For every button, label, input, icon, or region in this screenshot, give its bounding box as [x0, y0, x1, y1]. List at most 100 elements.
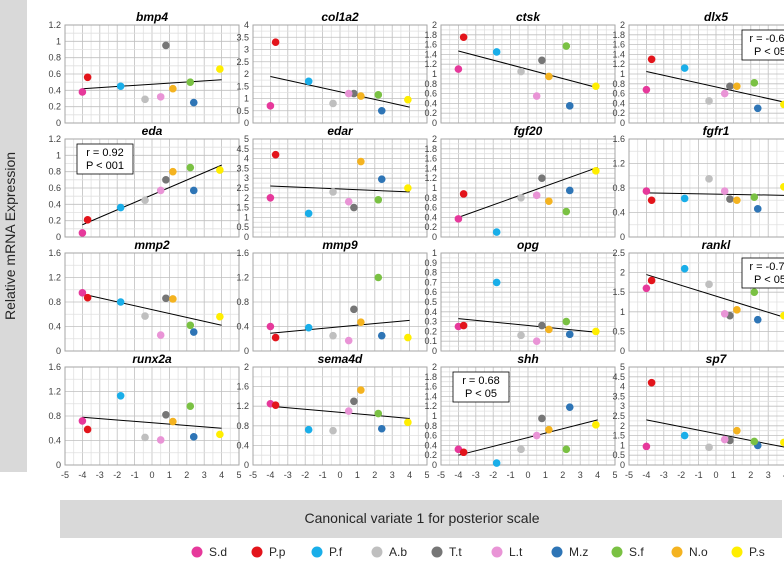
- point-P.f: [304, 323, 313, 332]
- y-tick-label: 3.5: [612, 391, 625, 401]
- point-N.o: [545, 325, 553, 334]
- y-tick-label: 0.4: [48, 322, 61, 332]
- x-tick-label: 3: [202, 470, 207, 480]
- point-S.f: [186, 78, 195, 86]
- point-S.f: [186, 321, 195, 330]
- point-T.t: [162, 410, 170, 419]
- x-tick-label: -5: [249, 470, 257, 480]
- point-S.d: [642, 85, 651, 94]
- legend-marker: [611, 546, 623, 558]
- point-P.p: [647, 55, 656, 64]
- y-tick-label: 0.2: [424, 222, 437, 232]
- x-axis-title: Canonical variate 1 for posterior scale: [304, 510, 539, 526]
- y-tick-label: 2: [432, 20, 437, 30]
- point-S.f: [562, 207, 571, 216]
- point-P.s: [216, 312, 224, 321]
- y-tick-label: 2: [620, 20, 625, 30]
- y-tick-label: 0: [432, 346, 437, 356]
- x-tick-label: -1: [695, 470, 703, 480]
- panel-mmp9: mmp9 0 0.4 0.8 1.2 1.6: [236, 238, 428, 356]
- x-tick-label: -1: [507, 470, 515, 480]
- point-A.b: [141, 95, 149, 104]
- xlabel-band: [60, 500, 782, 538]
- point-P.s: [592, 421, 600, 429]
- y-tick-label: 0.8: [48, 297, 61, 307]
- panel-frame: [252, 366, 428, 466]
- point-L.t: [156, 331, 165, 339]
- point-M.z: [377, 331, 386, 340]
- annotation-box: [452, 371, 510, 403]
- panel-frame: [64, 138, 240, 238]
- annotation-p: P < 05: [465, 388, 497, 400]
- panel-title: shh: [517, 352, 538, 366]
- x-tick-label: -2: [489, 470, 497, 480]
- point-P.p: [647, 276, 656, 285]
- x-tick-label: 1: [731, 470, 736, 480]
- x-tick-label: 5: [236, 470, 241, 480]
- panel-title: fgf20: [514, 124, 543, 138]
- y-tick-label: 1.5: [612, 287, 625, 297]
- point-A.b: [517, 67, 525, 76]
- y-tick-label: 1.8: [612, 30, 625, 40]
- panel-fgf20: fgf20 00.20.40.60.811.21.41.61.82: [424, 124, 616, 242]
- y-tick-label: 0.8: [612, 79, 625, 89]
- y-tick-label: 1.6: [48, 248, 61, 258]
- point-P.s: [216, 166, 224, 174]
- point-P.s: [780, 311, 784, 320]
- y-tick-label: 0.8: [48, 167, 61, 177]
- x-tick-label: -3: [472, 470, 480, 480]
- ylabel-band: [0, 0, 27, 472]
- panel-title: runx2a: [132, 352, 172, 366]
- regression-line: [458, 318, 598, 333]
- y-tick-label: 0.8: [48, 53, 61, 63]
- x-tick-label: 4: [407, 470, 412, 480]
- legend-label: S.f: [629, 545, 644, 559]
- y-tick-label: 2: [620, 268, 625, 278]
- point-S.f: [186, 163, 195, 172]
- y-tick-label: 1.2: [424, 401, 437, 411]
- y-tick-label: 1.2: [424, 173, 437, 183]
- point-P.s: [780, 182, 784, 191]
- panel-title: fgfr1: [703, 124, 730, 138]
- point-M.z: [565, 330, 574, 339]
- panel-frame: [64, 252, 240, 352]
- y-tick-label: 0.4: [612, 98, 625, 108]
- y-tick-label: 1: [620, 69, 625, 79]
- regression-line: [270, 185, 410, 193]
- regression-line: [646, 274, 784, 318]
- point-P.p: [271, 333, 280, 342]
- point-P.s: [216, 65, 224, 73]
- y-tick-label: 1: [620, 307, 625, 317]
- y-tick-label: 1.2: [424, 59, 437, 69]
- point-P.p: [83, 293, 92, 302]
- y-tick-label: 0.4: [424, 307, 437, 317]
- legend-marker: [551, 546, 563, 558]
- regression-line: [646, 419, 784, 448]
- annotation-p: P < 05: [754, 274, 784, 286]
- x-tick-label: -5: [437, 470, 445, 480]
- legend-item-L.t: L.t: [491, 545, 523, 559]
- point-T.t: [162, 294, 170, 303]
- panel-title: mmp2: [134, 238, 170, 252]
- point-S.f: [750, 437, 759, 446]
- y-tick-label: 0.2: [48, 216, 61, 226]
- point-P.p: [83, 73, 92, 82]
- y-tick-label: 4: [620, 382, 625, 392]
- y-tick-label: 4: [244, 20, 249, 30]
- point-L.t: [532, 92, 541, 100]
- annotation-box: [76, 143, 134, 175]
- point-M.z: [377, 175, 386, 183]
- panel-title: sp7: [706, 352, 728, 366]
- y-tick-label: 0: [432, 460, 437, 470]
- point-N.o: [169, 167, 177, 176]
- point-T.t: [162, 41, 170, 50]
- point-S.d: [78, 229, 87, 237]
- point-A.b: [141, 312, 149, 320]
- panel-sema4d: sema4d 0 0.4 0.8 1.2 1.6 2 -5 -4 -3 -2 -1 0 1 2 3 4 5: [236, 352, 429, 480]
- point-T.t: [350, 305, 358, 314]
- x-tick-label: 1: [543, 470, 548, 480]
- y-tick-label: 0: [620, 346, 625, 356]
- annotation-box: [741, 29, 784, 61]
- point-N.o: [357, 157, 365, 166]
- legend-label: T.t: [449, 545, 462, 559]
